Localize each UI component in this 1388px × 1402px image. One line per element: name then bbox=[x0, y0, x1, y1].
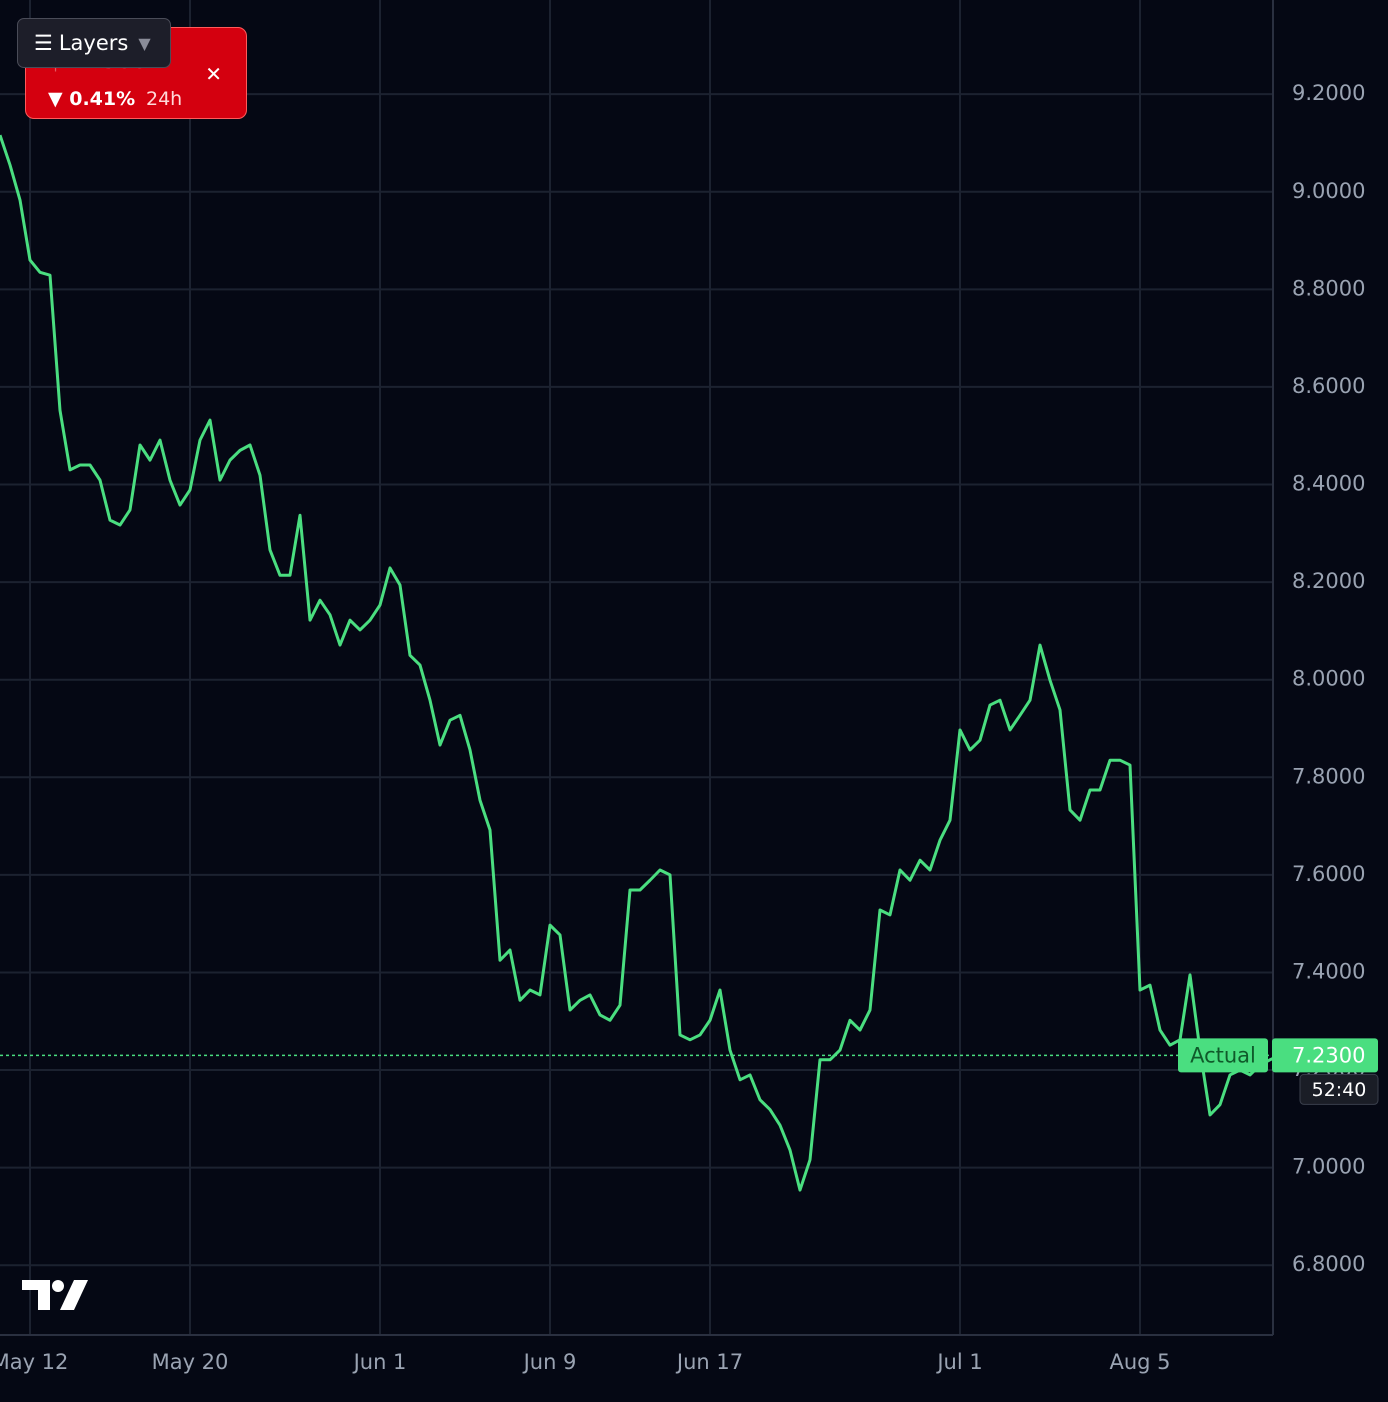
x-tick-label: Jun 17 bbox=[675, 1350, 743, 1374]
price-line bbox=[0, 134, 1281, 1192]
countdown-box bbox=[1299, 1073, 1379, 1105]
y-tick-label: 7.6000 bbox=[1292, 862, 1365, 886]
grid bbox=[0, 0, 1274, 1336]
y-tick-label: 8.8000 bbox=[1292, 276, 1365, 300]
plot: 6.80007.00007.20007.40007.60007.80008.00… bbox=[0, 81, 1379, 1374]
y-tick-label: 7.0000 bbox=[1292, 1155, 1365, 1179]
change-value: 0.41% bbox=[69, 88, 136, 110]
y-tick-label: 6.8000 bbox=[1292, 1252, 1365, 1276]
x-tick-label: Jul 1 bbox=[935, 1350, 982, 1374]
widget-period: 24h bbox=[146, 88, 183, 110]
x-tick-label: Jun 1 bbox=[352, 1350, 407, 1374]
x-tick-label: Aug 5 bbox=[1109, 1350, 1170, 1374]
y-tick-label: 9.2000 bbox=[1292, 81, 1365, 105]
widget-change: ▼ 0.41% bbox=[48, 88, 136, 110]
menu-icon: ☰ bbox=[34, 31, 53, 55]
y-tick-label: 8.2000 bbox=[1292, 569, 1365, 593]
tv-logo bbox=[22, 1280, 88, 1310]
x-tick-label: Jun 9 bbox=[522, 1350, 577, 1374]
y-tick-label: 7.8000 bbox=[1292, 764, 1365, 788]
x-tick-label: May 20 bbox=[152, 1350, 229, 1374]
price-box bbox=[1272, 1038, 1378, 1073]
layers-label: Layers bbox=[58, 31, 129, 55]
series-name-box bbox=[1178, 1038, 1268, 1073]
countdown: 52:40 bbox=[1312, 1079, 1367, 1101]
y-tick-label: 8.4000 bbox=[1292, 472, 1365, 496]
layers-button[interactable]: ☰ Layers ▼ bbox=[17, 18, 171, 68]
y-tick-label: 8.0000 bbox=[1292, 667, 1365, 691]
x-tick-label: May 12 bbox=[0, 1350, 68, 1374]
price-label: 7.2300 bbox=[1292, 1043, 1365, 1067]
y-tick-label: 9.0000 bbox=[1292, 179, 1365, 203]
y-tick-label: 7.4000 bbox=[1292, 959, 1365, 983]
close-button[interactable]: ✕ bbox=[205, 62, 222, 86]
y-tick-label: 8.6000 bbox=[1292, 374, 1365, 398]
series-name: Actual bbox=[1190, 1043, 1256, 1067]
caret: ▼ bbox=[138, 33, 151, 53]
